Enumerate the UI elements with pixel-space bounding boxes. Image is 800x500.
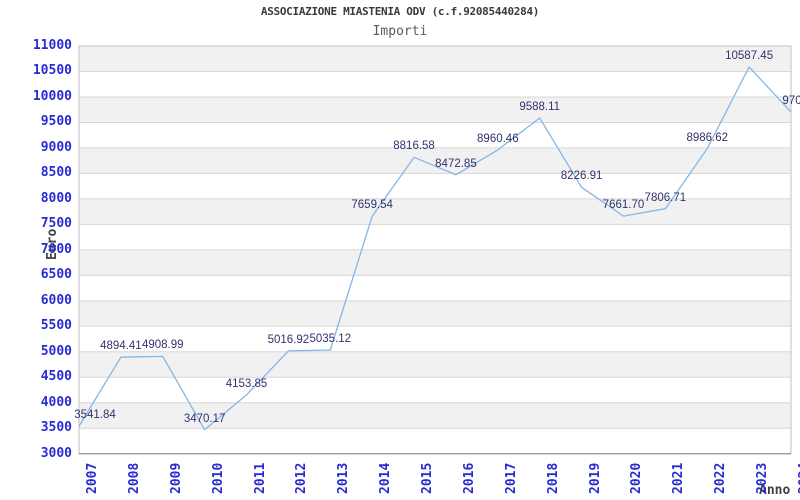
data-point-label: 9588.11 [519, 100, 561, 113]
plot-band [79, 224, 791, 250]
plot-band [79, 173, 791, 199]
series-line [78, 66, 792, 431]
y-tick-label: 5000 [40, 343, 72, 359]
x-axis-title: Anno [759, 483, 791, 498]
x-tick-label: 2015 [420, 462, 436, 494]
y-tick-label: 5500 [40, 318, 72, 334]
data-point-label: 4908.99 [141, 339, 184, 352]
plot-band [79, 198, 791, 225]
data-point-label: 4153.85 [225, 377, 268, 390]
x-tick-label: 2007 [85, 462, 100, 494]
data-point-label: 8816.58 [393, 140, 435, 153]
x-tick-label: 2020 [629, 462, 645, 494]
data-point-label: 5035.12 [309, 332, 352, 345]
data-point-label: 8472.85 [435, 157, 477, 170]
chart-subtitle: Importi [372, 24, 428, 39]
y-tick-label: 4500 [40, 369, 72, 385]
x-tick-label: 2023 [755, 462, 771, 494]
plot-band [79, 96, 791, 123]
plot-band [79, 147, 791, 174]
y-tick-label: 11000 [32, 38, 72, 53]
x-tick-label: 2019 [587, 462, 603, 494]
plot-band [79, 428, 791, 454]
y-tick-label: 3000 [40, 445, 72, 461]
y-tick-label: 9500 [40, 114, 72, 130]
plot-band [79, 402, 791, 429]
data-point-label: 4894.41 [100, 340, 142, 353]
data-point-label: 7659.54 [351, 199, 393, 212]
plot-band [79, 377, 791, 403]
data-point-label: 10587.45 [725, 50, 774, 63]
plot-band [79, 275, 791, 301]
x-tick-label: 2009 [168, 462, 184, 494]
plot-band [79, 122, 791, 148]
x-tick-label: 2014 [378, 462, 394, 494]
data-point-label: 3541.84 [74, 409, 116, 422]
y-tick-label: 8000 [40, 190, 72, 206]
data-point-label: 7661.70 [602, 199, 645, 212]
y-tick-label: 3500 [40, 420, 72, 436]
plot-band [79, 326, 791, 352]
y-tick-label: 6500 [40, 267, 72, 283]
data-point-label: 8986.62 [686, 131, 729, 144]
y-tick-label: 7500 [40, 216, 72, 232]
y-tick-label: 7000 [40, 241, 72, 257]
x-tick-label: 2022 [713, 462, 729, 494]
data-point-label: 8226.91 [560, 170, 603, 183]
data-point-label: 8960.46 [477, 132, 519, 145]
x-tick-label: 2011 [252, 462, 268, 494]
y-tick-label: 4000 [40, 394, 72, 410]
plot-band [79, 300, 791, 327]
y-tick-label: 9000 [40, 139, 72, 155]
data-point-label: 5016.92 [267, 333, 310, 346]
y-tick-label: 10000 [32, 88, 72, 104]
x-tick-label: 2013 [336, 462, 352, 494]
x-tick-label: 2010 [210, 462, 226, 494]
plot-band [79, 71, 791, 97]
y-tick-label: 6000 [40, 292, 72, 308]
y-tick-label: 10500 [32, 63, 72, 79]
x-tick-label: 2016 [461, 462, 477, 494]
plot-band [79, 249, 791, 276]
y-tick-label: 8500 [40, 165, 72, 181]
chart-title: ASSOCIAZIONE MIASTENIA ODV (c.f.92085440… [260, 5, 540, 18]
x-tick-label: 2017 [503, 462, 519, 494]
x-tick-label: 2021 [671, 462, 687, 494]
data-point-label: 7806.71 [644, 191, 687, 204]
x-tick-label: 2008 [126, 462, 142, 494]
data-point-label: 3470.17 [183, 412, 226, 425]
x-tick-label: 2018 [545, 462, 561, 494]
plot-band [79, 46, 791, 72]
data-point-label: 9705.3 [782, 94, 800, 107]
x-tick-label: 2012 [294, 462, 310, 494]
plot-band [79, 351, 791, 378]
